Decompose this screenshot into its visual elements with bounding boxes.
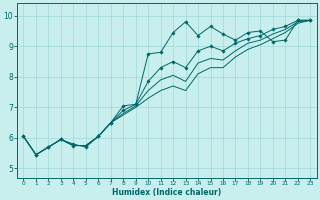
X-axis label: Humidex (Indice chaleur): Humidex (Indice chaleur) [112,188,221,197]
